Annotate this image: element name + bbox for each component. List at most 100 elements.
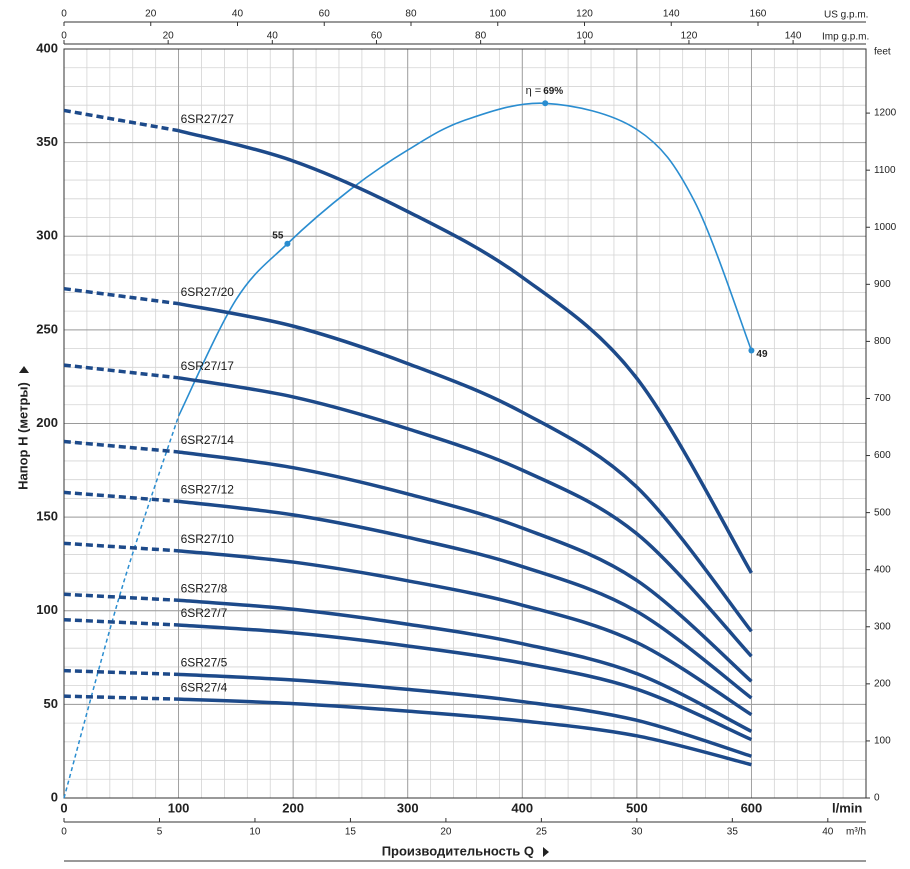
tick-label: 40	[822, 827, 834, 838]
y-tick-label: 100	[36, 602, 58, 617]
y-tick-label: 250	[36, 321, 58, 336]
y2-tick-label: 700	[874, 393, 891, 404]
x-tick-label: 400	[511, 800, 533, 815]
tick-label: 140	[785, 31, 802, 42]
pump-curve	[63, 363, 179, 380]
series-label: 6SR27/8	[181, 581, 228, 595]
series-label: 6SR27/27	[181, 112, 235, 126]
y-tick-label: 150	[36, 509, 58, 524]
pump-curve	[178, 697, 752, 767]
pump-curve	[63, 286, 179, 306]
pump-curve	[63, 108, 179, 133]
pump-curve	[63, 439, 179, 454]
top2-unit: Imp g.p.m.	[822, 32, 869, 43]
y2-tick-label: 1100	[874, 165, 896, 176]
efficiency-line	[63, 415, 180, 799]
pump-curve	[178, 128, 753, 574]
efficiency-label: 55	[272, 230, 284, 241]
y-tick-label: 0	[51, 789, 58, 804]
arrow-icon	[19, 366, 29, 373]
y2-tick-label: 600	[874, 450, 891, 461]
pump-curve	[178, 623, 753, 742]
tick-label: 15	[345, 827, 357, 838]
tick-label: 35	[727, 827, 739, 838]
tick-label: 160	[750, 9, 767, 20]
y2-tick-label: 300	[874, 621, 891, 632]
tick-label: 25	[536, 827, 548, 838]
tick-label: 10	[249, 827, 261, 838]
x2-unit: m³/h	[846, 827, 866, 838]
series-label: 6SR27/7	[181, 606, 228, 620]
pump-curve	[63, 490, 179, 504]
series-label: 6SR27/4	[181, 680, 228, 694]
y-tick-label: 200	[36, 415, 58, 430]
series-label: 6SR27/12	[181, 483, 235, 497]
efficiency-point	[748, 347, 755, 354]
tick-label: 0	[61, 827, 67, 838]
tick-label: 20	[145, 9, 157, 20]
y-tick-label: 350	[36, 134, 58, 149]
tick-label: 30	[631, 827, 643, 838]
y-axis-label: Напор H (метры)	[15, 382, 30, 490]
plot-frame	[63, 48, 867, 799]
x-tick-label: 100	[168, 800, 190, 815]
pump-curve	[178, 499, 753, 700]
y2-tick-label: 900	[874, 279, 891, 290]
y2-tick-label: 1000	[874, 222, 897, 233]
tick-label: 80	[405, 9, 417, 20]
y2-tick-label: 500	[874, 507, 891, 518]
efficiency-line	[177, 102, 753, 417]
tick-label: 60	[371, 31, 383, 42]
pump-curve	[178, 301, 753, 633]
efficiency-prefix: η =	[526, 85, 542, 97]
pump-curve	[178, 598, 753, 733]
pump-curve	[63, 694, 179, 701]
pump-curve	[178, 376, 753, 658]
x-tick-label: 200	[282, 800, 304, 815]
series-label: 6SR27/17	[181, 359, 235, 373]
y2-tick-label: 400	[874, 564, 891, 575]
x-tick-label: 600	[741, 800, 763, 815]
x-tick-label: 300	[397, 800, 419, 815]
pump-curve	[63, 541, 179, 553]
y2-tick-label: 100	[874, 736, 891, 747]
tick-label: 120	[576, 9, 593, 20]
efficiency-label: 49	[756, 349, 768, 360]
tick-label: 60	[319, 9, 331, 20]
x-unit: l/min	[832, 800, 862, 815]
series-label: 6SR27/20	[181, 285, 235, 299]
tick-label: 120	[681, 31, 698, 42]
x-tick-label: 500	[626, 800, 648, 815]
tick-label: 20	[163, 31, 175, 42]
y2-tick-label: 800	[874, 336, 891, 347]
efficiency-point	[284, 240, 291, 247]
x-axis-label: Производительность Q	[382, 843, 534, 858]
efficiency-label: 69%	[543, 86, 563, 97]
series-label: 6SR27/10	[181, 532, 235, 546]
pump-curve	[178, 450, 753, 683]
tick-label: 40	[267, 31, 279, 42]
tick-label: 40	[232, 9, 244, 20]
tick-label: 100	[576, 31, 593, 42]
y2-tick-label: 200	[874, 678, 891, 689]
series-label: 6SR27/5	[181, 656, 228, 670]
tick-label: 20	[440, 827, 452, 838]
pump-curve	[63, 592, 179, 603]
series-label: 6SR27/14	[181, 433, 235, 447]
x-tick-label: 0	[60, 800, 67, 815]
pump-curve	[63, 668, 179, 677]
y-tick-label: 50	[44, 696, 58, 711]
tick-label: 0	[61, 31, 67, 42]
tick-label: 0	[61, 9, 67, 20]
tick-label: 140	[663, 9, 680, 20]
top-unit: US g.p.m.	[824, 10, 868, 21]
pump-curve	[63, 617, 179, 627]
tick-label: 100	[489, 9, 506, 20]
pump-curve	[178, 549, 753, 717]
y2-tick-label: 0	[874, 793, 880, 804]
tick-label: 5	[157, 827, 163, 838]
y2-tick-label: 1200	[874, 108, 897, 119]
efficiency-point	[542, 100, 549, 107]
arrow-icon	[543, 847, 549, 857]
